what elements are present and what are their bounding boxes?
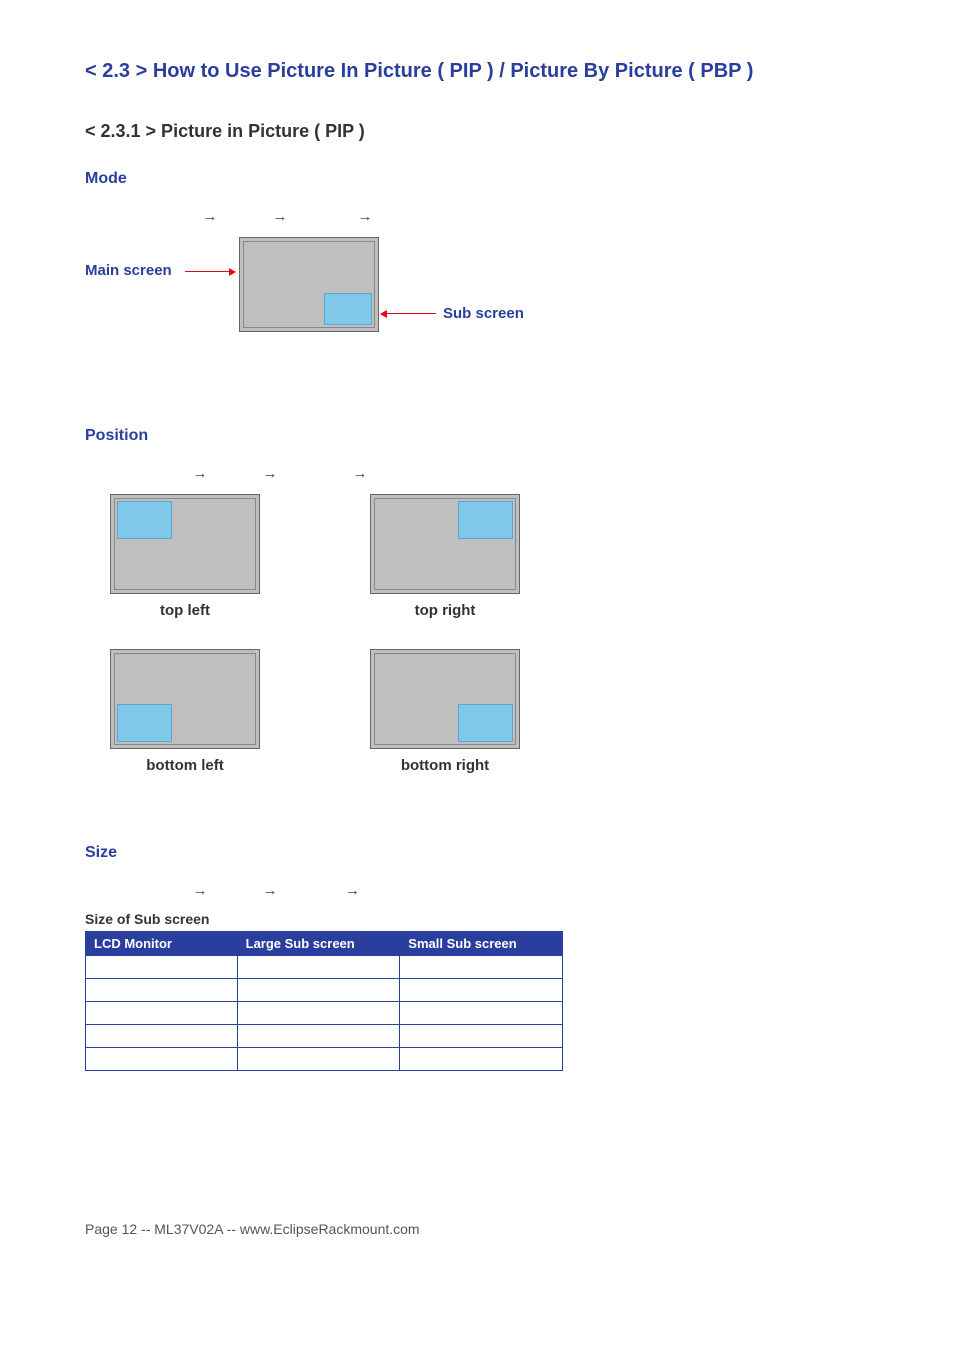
table-cell — [86, 1048, 238, 1071]
table-cell — [86, 1025, 238, 1048]
table-row — [86, 1048, 563, 1071]
position-arrow-row: →→→ — [85, 465, 869, 482]
mode-diagram: Main screen Sub screen — [85, 237, 869, 357]
table-cell — [237, 956, 400, 979]
mode-heading: Mode — [85, 170, 869, 188]
size-heading: Size — [85, 844, 869, 862]
position-heading: Position — [85, 427, 869, 445]
position-label: top left — [85, 602, 285, 619]
table-cell — [237, 1025, 400, 1048]
sub-screen-label: Sub screen — [443, 305, 524, 322]
mode-arrow-row: →→→ — [85, 208, 869, 225]
table-row — [86, 1002, 563, 1025]
table-cell — [237, 1002, 400, 1025]
size-arrow-row: →→→ — [85, 882, 869, 899]
position-cell: bottom right — [345, 649, 545, 774]
position-label: bottom left — [85, 757, 285, 774]
size-col-header: LCD Monitor — [86, 932, 238, 956]
table-cell — [237, 979, 400, 1002]
table-cell — [400, 1002, 563, 1025]
size-col-header: Small Sub screen — [400, 932, 563, 956]
main-arrow-line — [185, 271, 235, 272]
sub-arrow-line — [381, 313, 436, 314]
table-cell — [400, 979, 563, 1002]
table-row — [86, 979, 563, 1002]
position-screen — [110, 649, 260, 749]
position-screen — [110, 494, 260, 594]
position-cell: top left — [85, 494, 285, 619]
size-caption: Size of Sub screen — [85, 911, 869, 927]
position-cell: top right — [345, 494, 545, 619]
table-row — [86, 1025, 563, 1048]
position-grid: top left top right bottom left bottom right — [85, 494, 869, 774]
position-cell: bottom left — [85, 649, 285, 774]
page-title: < 2.3 > How to Use Picture In Picture ( … — [85, 60, 869, 83]
table-row — [86, 956, 563, 979]
table-cell — [86, 1002, 238, 1025]
table-cell — [400, 1048, 563, 1071]
size-table: LCD MonitorLarge Sub screenSmall Sub scr… — [85, 931, 563, 1071]
position-label: bottom right — [345, 757, 545, 774]
table-cell — [86, 979, 238, 1002]
page-footer: Page 12 -- ML37V02A -- www.EclipseRackmo… — [85, 1221, 869, 1237]
table-cell — [400, 1025, 563, 1048]
section-title: < 2.3.1 > Picture in Picture ( PIP ) — [85, 121, 869, 142]
position-sub-screen — [458, 704, 513, 742]
position-sub-screen — [117, 704, 172, 742]
position-label: top right — [345, 602, 545, 619]
position-sub-screen — [117, 501, 172, 539]
table-cell — [400, 956, 563, 979]
position-screen — [370, 494, 520, 594]
main-screen-label: Main screen — [85, 262, 172, 279]
table-cell — [86, 956, 238, 979]
position-sub-screen — [458, 501, 513, 539]
table-cell — [237, 1048, 400, 1071]
mode-sub-screen — [324, 293, 372, 325]
mode-main-screen — [239, 237, 379, 332]
position-screen — [370, 649, 520, 749]
size-col-header: Large Sub screen — [237, 932, 400, 956]
